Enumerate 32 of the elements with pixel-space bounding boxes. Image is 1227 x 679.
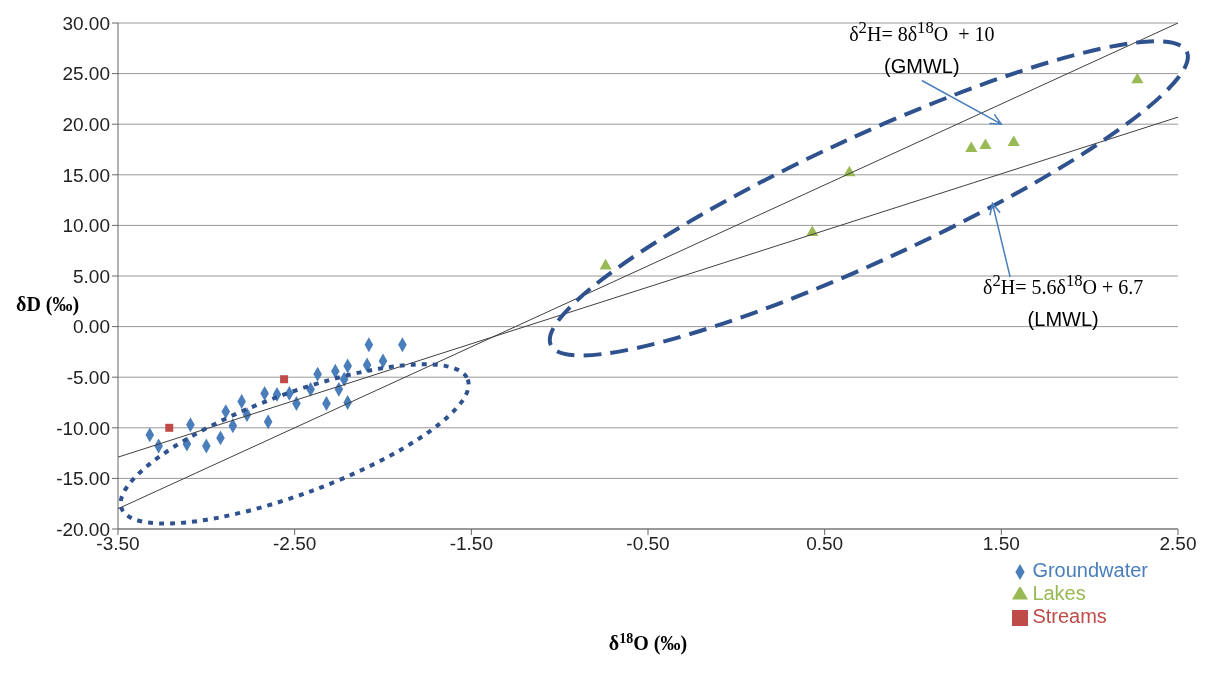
y-tick-label: 25.00 xyxy=(62,63,110,85)
y-tick-label: -5.00 xyxy=(66,366,110,388)
x-axis-title: δ$^{18}$O (‰) xyxy=(608,630,688,655)
legend-label: Lakes xyxy=(1032,582,1086,604)
legend-label: Streams xyxy=(1032,605,1107,627)
point xyxy=(1131,72,1144,84)
y-tick-label: 20.00 xyxy=(62,113,110,135)
point xyxy=(599,258,612,270)
x-tick-label: 1.50 xyxy=(982,533,1020,555)
y-tick-label: 15.00 xyxy=(62,164,110,186)
y-tick-label: 30.00 xyxy=(62,12,110,34)
annotation: (LMWL) xyxy=(1027,307,1099,331)
x-tick-label: -1.50 xyxy=(449,533,493,555)
annotation: (GMWL) xyxy=(884,54,960,78)
point xyxy=(280,375,289,384)
y-tick-label: 5.00 xyxy=(73,265,110,287)
x-tick-label: 2.50 xyxy=(1159,533,1197,555)
x-tick-label: 0.50 xyxy=(806,533,844,555)
point xyxy=(979,138,992,149)
x-tick-label: -0.50 xyxy=(626,533,670,555)
y-tick-label: -15.00 xyxy=(56,468,110,490)
annotation: δ$^{2}$H= 8δ$^{18}$O + 10 xyxy=(849,18,995,47)
y-axis-title: δD (‰) xyxy=(16,292,80,316)
point xyxy=(1007,135,1020,146)
y-tick-label: 10.00 xyxy=(62,215,110,237)
x-tick-label: -2.50 xyxy=(273,533,317,555)
y-tick-label: -10.00 xyxy=(56,417,110,439)
point xyxy=(165,423,174,432)
legend-label: Groundwater xyxy=(1032,559,1148,581)
annotation: δ$^{2}$H= 5.6δ$^{18}$O + 6.7 xyxy=(983,271,1144,300)
point xyxy=(965,141,978,152)
y-tick-label: 0.00 xyxy=(73,316,110,338)
